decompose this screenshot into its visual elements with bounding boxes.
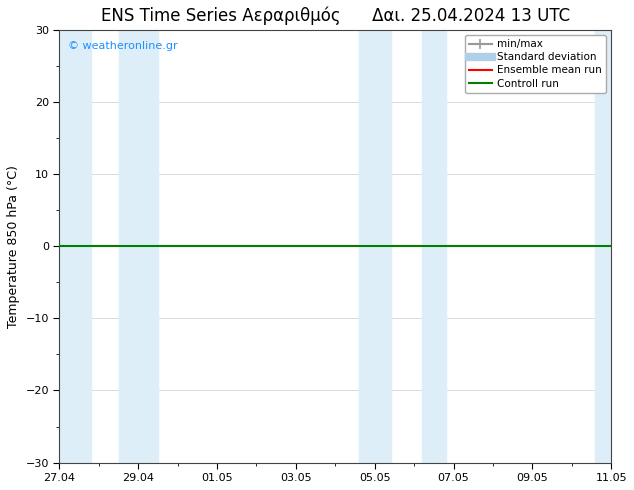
Bar bbox=[359, 30, 391, 463]
Y-axis label: Temperature 850 hPa (°C): Temperature 850 hPa (°C) bbox=[7, 165, 20, 328]
Legend: min/max, Standard deviation, Ensemble mean run, Controll run: min/max, Standard deviation, Ensemble me… bbox=[465, 35, 606, 93]
Bar bbox=[60, 30, 91, 463]
Bar bbox=[422, 30, 446, 463]
Text: © weatheronline.gr: © weatheronline.gr bbox=[68, 41, 178, 50]
Title: ENS Time Series Αεραριθμός      Δαι. 25.04.2024 13 UTC: ENS Time Series Αεραριθμός Δαι. 25.04.20… bbox=[101, 7, 570, 25]
Bar bbox=[595, 30, 611, 463]
Bar bbox=[119, 30, 158, 463]
